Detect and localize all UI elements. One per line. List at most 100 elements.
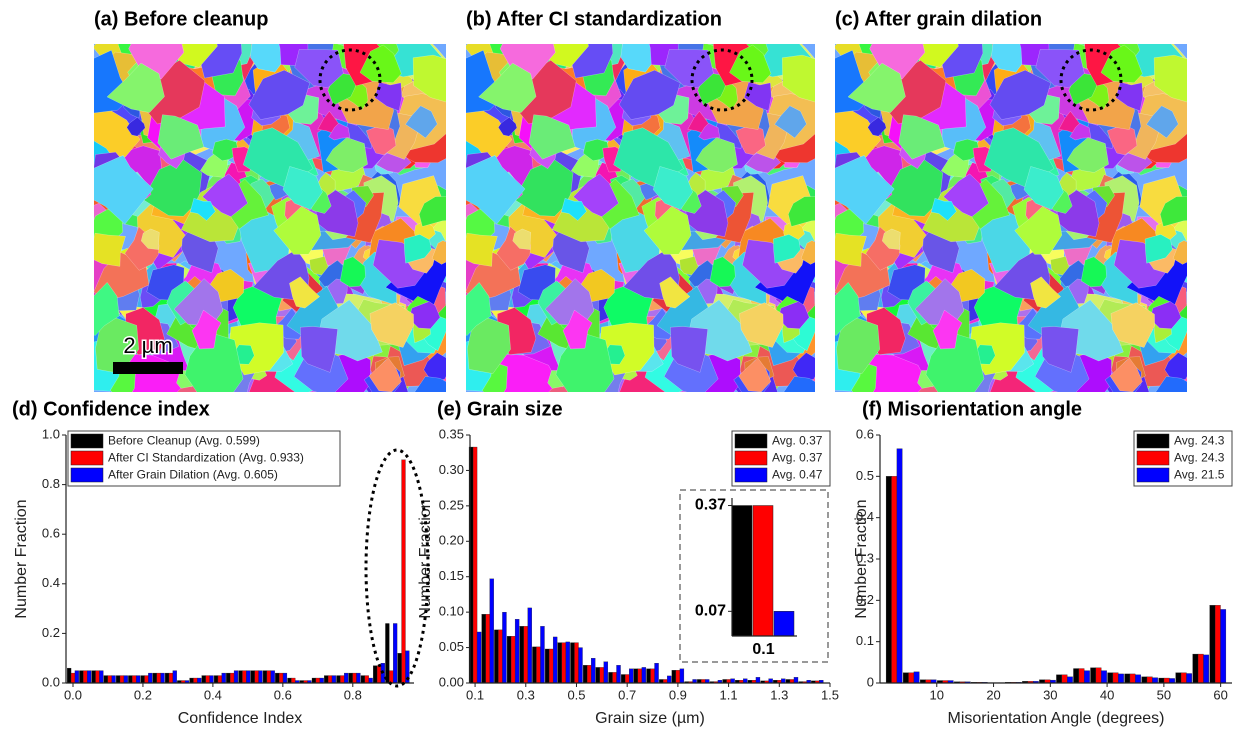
grain [781,54,815,103]
bar [548,648,554,684]
bar [270,670,275,684]
grain [652,166,693,210]
y-tick-label: 0.05 [439,639,464,654]
bar [152,672,157,684]
bar [1101,670,1107,684]
y-tick-label: 0.4 [856,509,874,524]
legend-swatch [1136,450,1170,466]
bar [344,672,349,684]
bar [578,647,583,684]
y-tick-label: 0.25 [439,497,464,512]
grain [140,228,160,250]
bar [397,653,402,684]
bar [327,675,333,684]
grain [1153,54,1187,103]
bar [768,678,773,684]
x-axis-label: Grain size (µm) [595,710,705,727]
grain [94,282,120,336]
x-tick-label: 0.6 [274,687,292,702]
grain [1146,105,1179,139]
bar [565,641,570,684]
grain [847,62,906,113]
orientation-map [466,44,815,392]
bar [368,677,373,684]
grain [735,124,766,156]
bar [376,665,382,684]
y-tick-label: 0 [867,674,874,689]
bar [650,668,655,684]
grain [202,173,248,217]
bar [221,672,226,684]
legend-label: After Grain Dilation (Avg. 0.605) [108,468,278,482]
x-tick-label: 0.2 [134,687,152,702]
highlight-ellipse [364,448,430,688]
bar [230,672,235,684]
bar [755,677,761,684]
bar [574,642,579,684]
x-tick-label: 40 [1100,687,1114,702]
bar [103,675,108,684]
bar [107,675,112,684]
bar [519,626,524,684]
bar [671,670,677,684]
grain [1080,256,1107,288]
bar [608,672,613,684]
grain [1035,49,1085,88]
bar [730,678,735,684]
x-tick-label: 30 [1043,687,1057,702]
bar [156,672,161,684]
bar [144,675,149,684]
bar [679,668,685,684]
y-tick-label: 0.6 [856,426,874,441]
bar [205,675,210,684]
bar [74,670,79,684]
grain [405,105,438,139]
highlight-circle [1059,48,1123,112]
y-tick-label: 0.4 [42,575,60,590]
x-tick-label: 0.4 [204,687,222,702]
grain [466,232,498,267]
bar [536,646,541,684]
grain [1107,124,1138,156]
grain [774,105,807,139]
bar [637,668,643,684]
grain [466,155,526,225]
bar [603,661,609,684]
grain [478,62,537,113]
bar [209,675,214,684]
bar [373,665,378,684]
bar [79,670,84,684]
bar [324,675,329,684]
bar [1135,674,1141,684]
bar [336,675,341,684]
legend-label: After CI Standardization (Avg. 0.933) [108,451,304,465]
bar [83,670,88,684]
bar [340,675,345,684]
bar [891,476,898,684]
grain [466,109,513,158]
grain [620,44,658,73]
bar [164,672,170,684]
x-tick-label: 0.8 [344,687,362,702]
bar [1175,672,1182,684]
grain [788,196,815,227]
grain [930,198,957,221]
bar [591,658,596,684]
bar [193,677,198,684]
y-tick-label: 0.15 [439,568,464,583]
bar [266,670,271,684]
grain [339,256,366,288]
legend-swatch [734,450,768,466]
bar [319,677,324,684]
bar [481,614,486,684]
grain [513,159,574,217]
bar [612,672,617,684]
y-tick-label: 0.2 [856,592,874,607]
bar [250,670,255,684]
bar [189,677,194,684]
bar [70,672,76,684]
y-tick-label: 0.5 [856,468,874,483]
grain [528,114,576,160]
bar [586,665,592,684]
bar [793,677,799,684]
